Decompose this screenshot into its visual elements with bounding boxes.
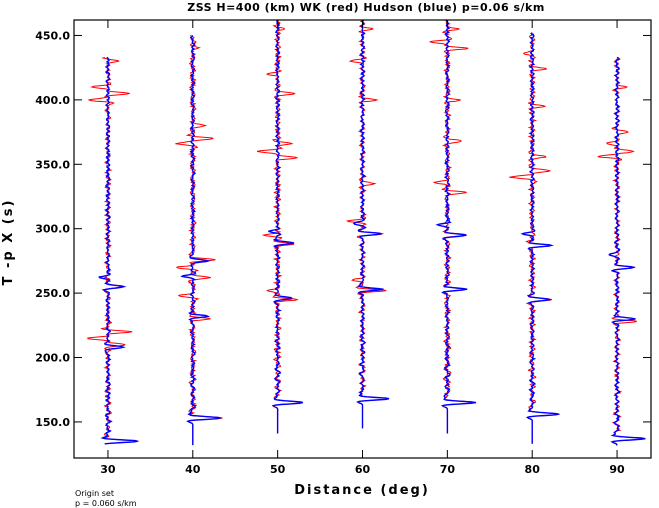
wk-trace-40 [175,35,223,446]
hudson-trace-90 [608,56,646,446]
y-tick-label: 300.0 [35,223,70,236]
trace-50 [257,19,304,434]
hudson-trace-50 [268,19,304,434]
wk-trace-90 [597,56,644,446]
x-tick-label: 90 [609,463,625,476]
wk-trace-70 [429,19,476,434]
y-tick-label: 450.0 [35,29,70,42]
traces-layer [86,19,646,446]
y-tick-label: 250.0 [35,287,70,300]
hudson-trace-80 [520,32,559,444]
x-tick-label: 30 [100,463,116,476]
trace-40 [175,35,223,446]
footer-origin-label: Origin set [75,489,114,498]
ticks-layer: 30 40 50 60 70 80 90 150.0 200.0 250.0 300.0 350.0 4… [35,20,651,476]
y-tick-label: 400.0 [35,94,70,107]
wk-trace-30 [86,56,139,445]
hudson-trace-70 [435,19,477,434]
trace-30 [86,56,139,445]
x-tick-label: 80 [525,463,541,476]
wk-trace-80 [509,32,560,444]
footer-ray-parameter-label: p = 0.060 s/km [75,499,137,508]
x-tick-label: 40 [185,463,201,476]
x-tick-label: 60 [355,463,371,476]
trace-90 [597,56,646,446]
trace-80 [509,32,560,444]
y-axis-label: T -p X (s) [1,199,16,286]
x-tick-label: 70 [440,463,456,476]
x-axis-label: Distance (deg) [294,483,430,498]
trace-70 [429,19,477,434]
trace-60 [345,19,390,429]
y-tick-label: 200.0 [35,352,70,365]
chart-title: ZSS H=400 (km) WK (red) Hudson (blue) p=… [187,1,545,14]
y-tick-label: 150.0 [35,416,70,429]
hudson-trace-60 [352,19,390,429]
hudson-trace-40 [180,35,221,446]
hudson-trace-30 [98,56,138,445]
y-tick-label: 350.0 [35,158,70,171]
x-tick-label: 50 [270,463,286,476]
